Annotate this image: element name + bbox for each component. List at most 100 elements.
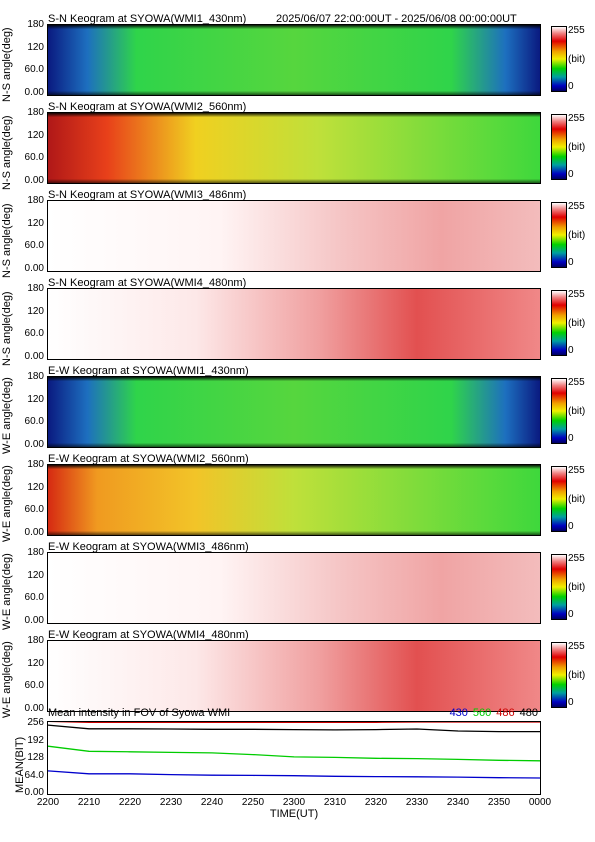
colorbar-max: 255: [568, 377, 585, 388]
keogram-fill: [48, 201, 540, 271]
y-tick-label: 0.00: [24, 787, 44, 799]
keogram-panel: S-N Keogram at SYOWA(WMI3_486nm) N-S angl…: [0, 189, 595, 278]
panel-title: E-W Keogram at SYOWA(WMI1_430nm): [48, 365, 249, 377]
y-tick-label: 0.00: [24, 350, 44, 362]
colorbar-min: 0: [568, 257, 574, 268]
chart-title: Mean intensity in FOV of Syowa WMI: [48, 707, 231, 719]
colorbar-max: 255: [568, 465, 585, 476]
colorbar-unit: (bit): [568, 230, 586, 241]
y-tick-label: 120: [27, 657, 44, 669]
y-tick-label: 60.0: [24, 152, 44, 164]
legend-entry: 430: [449, 707, 468, 719]
keogram-panel: E-W Keogram at SYOWA(WMI2_560nm) W-E angl…: [0, 453, 595, 542]
colorbar-max: 255: [568, 641, 585, 652]
keogram-edge-shade: [48, 113, 540, 183]
panel-title: S-N Keogram at SYOWA(WMI4_480nm): [48, 277, 247, 289]
keogram-panel: E-W Keogram at SYOWA(WMI3_486nm) W-E angl…: [0, 541, 595, 630]
y-tick-label: 0.00: [24, 526, 44, 538]
y-tick-label: 180: [27, 283, 44, 294]
keogram-image: [47, 464, 541, 536]
mean-intensity-plot: [47, 721, 541, 795]
colorbar: [551, 26, 567, 92]
y-tick-label: 180: [27, 19, 44, 30]
y-tick-label: 60.0: [24, 328, 44, 340]
x-tick-label: 2350: [487, 797, 511, 808]
y-tick-label: 60.0: [24, 504, 44, 516]
keogram-panel: E-W Keogram at SYOWA(WMI4_480nm) W-E angl…: [0, 629, 595, 718]
keogram-edge-shade: [48, 465, 540, 535]
y-tick-label: 120: [27, 217, 44, 229]
y-tick-label: 0.00: [24, 702, 44, 714]
colorbar-min: 0: [568, 345, 574, 356]
panel-title: S-N Keogram at SYOWA(WMI1_430nm): [48, 13, 247, 25]
colorbar-min: 0: [568, 81, 574, 92]
y-tick-label: 0.00: [24, 174, 44, 186]
colorbar-unit: (bit): [568, 142, 586, 153]
y-tick-label: 120: [27, 481, 44, 493]
y-tick-label: 60.0: [24, 64, 44, 76]
keogram-fill: [48, 289, 540, 359]
y-tick-label: 256: [27, 717, 44, 728]
keogram-image: [47, 376, 541, 448]
y-tick-label: 120: [27, 569, 44, 581]
keogram-edge-shade: [48, 25, 540, 95]
y-tick-label: 180: [27, 371, 44, 382]
colorbar: [551, 202, 567, 268]
y-tick-label: 120: [27, 41, 44, 53]
colorbar: [551, 114, 567, 180]
colorbar: [551, 378, 567, 444]
keogram-panel: E-W Keogram at SYOWA(WMI1_430nm) W-E angl…: [0, 365, 595, 454]
keogram-image: [47, 640, 541, 712]
colorbar: [551, 466, 567, 532]
legend-entry: 486: [496, 707, 515, 719]
y-tick-label: 180: [27, 459, 44, 470]
colorbar-max: 255: [568, 113, 585, 124]
x-tick-label: 2240: [200, 797, 224, 808]
y-tick-label: 180: [27, 547, 44, 558]
x-tick-label: 2230: [159, 797, 183, 808]
keogram-panel: S-N Keogram at SYOWA(WMI2_560nm) N-S angl…: [0, 101, 595, 190]
series-line-480: [48, 724, 540, 733]
y-tick-label: 180: [27, 635, 44, 646]
colorbar-unit: (bit): [568, 318, 586, 329]
y-tick-label: 0.00: [24, 262, 44, 274]
y-tick-label: 180: [27, 107, 44, 118]
keogram-image: [47, 112, 541, 184]
keogram-image: [47, 288, 541, 360]
series-line-430: [48, 770, 540, 779]
y-tick-label: 60.0: [24, 680, 44, 692]
x-tick-label: 2310: [323, 797, 347, 808]
panel-title: E-W Keogram at SYOWA(WMI3_486nm): [48, 541, 249, 553]
y-tick-label: 60.0: [24, 416, 44, 428]
y-tick-label: 180: [27, 195, 44, 206]
y-tick-label: 60.0: [24, 240, 44, 252]
y-tick-label: 192: [27, 734, 44, 746]
colorbar: [551, 642, 567, 708]
panel-title: E-W Keogram at SYOWA(WMI4_480nm): [48, 629, 249, 641]
colorbar-min: 0: [568, 169, 574, 180]
x-axis-label: TIME(UT): [269, 808, 319, 820]
colorbar-unit: (bit): [568, 54, 586, 65]
x-tick-label: 0000: [528, 797, 552, 808]
keogram-panel: S-N Keogram at SYOWA(WMI4_480nm) N-S angl…: [0, 277, 595, 366]
keogram-panel: S-N Keogram at SYOWA(WMI1_430nm) 2025/06/…: [0, 13, 595, 102]
colorbar-unit: (bit): [568, 406, 586, 417]
colorbar-min: 0: [568, 521, 574, 532]
colorbar-min: 0: [568, 697, 574, 708]
colorbar-min: 0: [568, 609, 574, 620]
colorbar-unit: (bit): [568, 494, 586, 505]
colorbar-unit: (bit): [568, 582, 586, 593]
keogram-image: [47, 552, 541, 624]
mean-intensity-panel: Mean intensity in FOV of Syowa WMI 430 560…: [0, 707, 595, 842]
colorbar-max: 255: [568, 289, 585, 300]
panel-title: E-W Keogram at SYOWA(WMI2_560nm): [48, 453, 249, 465]
y-tick-label: 0.00: [24, 86, 44, 98]
keogram-fill: [48, 553, 540, 623]
y-tick-label: 128: [27, 752, 44, 764]
x-tick-label: 2250: [241, 797, 265, 808]
colorbar-max: 255: [568, 201, 585, 212]
time-range: 2025/06/07 22:00:00UT - 2025/06/08 00:00…: [276, 13, 517, 25]
x-tick-label: 2200: [36, 797, 60, 808]
colorbar-unit: (bit): [568, 670, 586, 681]
y-tick-label: 0.00: [24, 614, 44, 626]
